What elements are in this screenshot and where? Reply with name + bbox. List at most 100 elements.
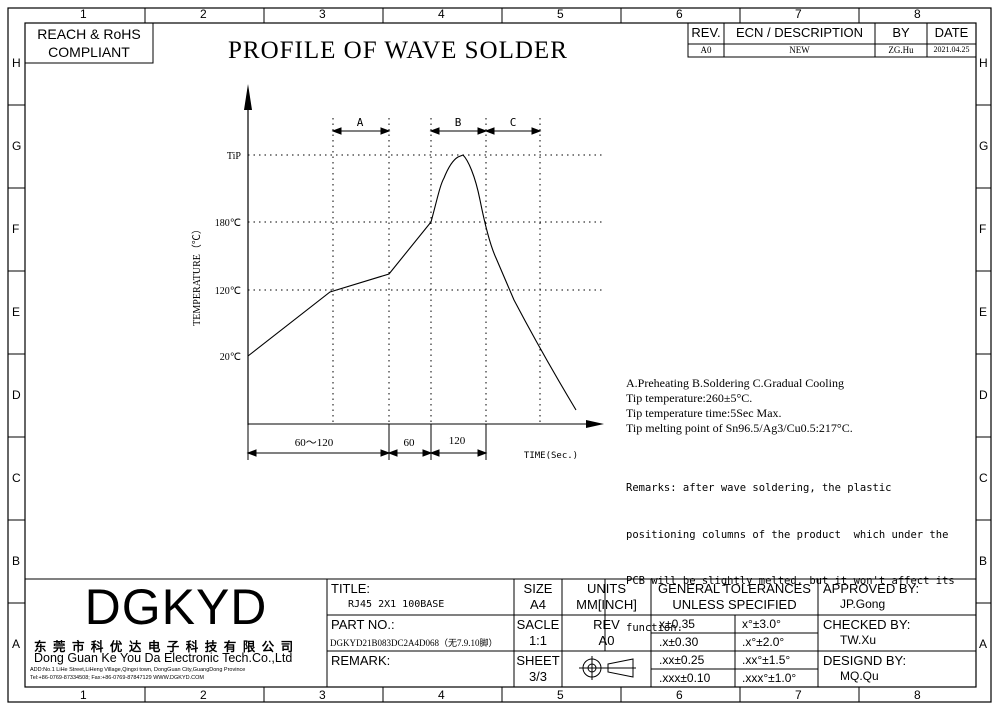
size-value: A4 [530, 597, 546, 612]
row-label-f-right: F [979, 222, 987, 236]
zone-label-c: C [510, 116, 517, 129]
compliance-box: REACH & RoHS COMPLIANT [25, 25, 153, 61]
y-tick-20: 20℃ [220, 352, 241, 363]
time-dimension-arrows [246, 424, 488, 460]
by-value: ZG.Hu [888, 45, 914, 55]
time-segment-2: 60 [404, 437, 416, 449]
time-segment-3: 120 [449, 435, 466, 447]
remark-label: REMARK: [331, 653, 391, 668]
row-label-f: F [12, 222, 20, 236]
tol-linear-1: .x±0.30 [659, 635, 699, 649]
ecn-header: ECN / DESCRIPTION [735, 25, 864, 40]
tol-linear-0: x±0.35 [659, 617, 695, 631]
row-label-e-right: E [979, 305, 988, 319]
date-header: DATE [934, 25, 969, 40]
tol-angular-1: .x°±2.0° [742, 635, 785, 649]
checked-by-value: TW.Xu [840, 633, 877, 647]
company-logo: DGKYD [84, 579, 268, 635]
part-no-label: PART NO.: [331, 617, 395, 632]
row-label-e: E [12, 305, 21, 319]
row-label-a: A [12, 637, 21, 651]
column-ticks [144, 8, 860, 702]
company-name-en: Dong Guan Ke You Da Electronic Tech.Co.,… [34, 651, 293, 665]
time-segment-1: 60～120 [295, 437, 334, 449]
col-label-5: 5 [557, 7, 564, 21]
col-label-6-bottom: 6 [676, 688, 683, 702]
note-line-4: Tip melting point of Sn96.5/Ag3/Cu0.5:21… [626, 421, 853, 435]
temperature-profile-chart: TiP 180℃ 120℃ 20℃ TEMPERATURE（℃） TIME(Se… [191, 84, 604, 461]
row-ticks [8, 104, 991, 604]
row-label-d: D [12, 388, 21, 402]
col-label-3-bottom: 3 [319, 688, 326, 702]
tolerance-header-2: UNLESS SPECIFIED [672, 597, 797, 612]
col-label-2: 2 [200, 7, 207, 21]
row-label-h: H [12, 56, 21, 70]
rev-label: REV [593, 617, 620, 632]
remark-line-1: Remarks: after wave soldering, the plast… [626, 482, 892, 494]
row-label-b-right: B [979, 554, 988, 568]
approved-by-value: JP.Gong [840, 597, 886, 611]
row-label-g-right: G [979, 139, 989, 153]
col-label-8-bottom: 8 [914, 688, 921, 702]
row-label-c-right: C [979, 471, 988, 485]
row-label-d-right: D [979, 388, 988, 402]
remark-line-4: function. [626, 621, 683, 634]
units-label: UNITS [587, 581, 626, 596]
sheet-label: SHEET [516, 653, 560, 668]
revision-table [687, 22, 977, 58]
note-line-3: Tip temperature time:5Sec Max. [626, 406, 782, 420]
tol-angular-0: x°±3.0° [742, 617, 781, 631]
tol-linear-2: .xx±0.25 [659, 653, 705, 667]
part-no-value: DGKYD21B083DC2A4D068（无7.9.10脚） [330, 638, 498, 648]
projection-symbol-icon [579, 656, 636, 680]
tol-angular-2: .xx°±1.5° [742, 653, 791, 667]
designed-by-label: DESIGND BY: [823, 653, 907, 668]
title-block-grid [25, 578, 976, 687]
temperature-gridlines [248, 154, 602, 291]
y-axis-label: TEMPERATURE（℃） [191, 224, 203, 326]
company-contact: Tel:+86-0769-87334508; Fax:+86-0769-8784… [30, 675, 204, 681]
compliance-line-2: COMPLIANT [48, 44, 130, 60]
col-label-1-bottom: 1 [80, 688, 87, 702]
size-label: SIZE [523, 581, 553, 596]
ecn-value: NEW [789, 45, 810, 55]
note-line-1: A.Preheating B.Soldering C.Gradual Cooli… [626, 376, 844, 390]
row-label-b: B [12, 554, 21, 568]
col-label-2-bottom: 2 [200, 688, 207, 702]
tol-linear-3: .xxx±0.10 [659, 671, 711, 685]
col-label-7-bottom: 7 [795, 688, 802, 702]
note-line-2: Tip temperature:260±5°C. [626, 391, 753, 405]
zone-label-a: A [357, 116, 364, 129]
scale-label: SACLE [516, 617, 560, 632]
col-label-6: 6 [676, 7, 683, 21]
rev-header: REV. [691, 25, 721, 40]
x-axis-label: TIME(Sec.) [524, 451, 578, 461]
y-tick-tip: TiP [227, 151, 242, 162]
date-value: 2021.04.25 [933, 45, 970, 54]
designed-by-value: MQ.Qu [840, 669, 879, 683]
sheet-value: 3/3 [528, 669, 548, 684]
y-tick-120: 120℃ [215, 286, 241, 297]
col-label-8: 8 [914, 7, 921, 21]
company-name-cn: 东 莞 市 科 优 达 电 子 科 技 有 限 公 司 [34, 640, 295, 654]
company-address: ADD:No.1 LiHe Street,LiHeng Village,Qing… [30, 667, 246, 673]
zone-dimension-arrows [331, 127, 542, 135]
row-label-a-right: A [979, 637, 988, 651]
checked-by-label: CHECKED BY: [823, 617, 911, 632]
y-tick-180: 180℃ [215, 218, 241, 229]
units-value: MM[INCH] [576, 597, 637, 612]
row-label-c: C [12, 471, 21, 485]
rev-value: A0 [700, 45, 712, 55]
col-label-5-bottom: 5 [557, 688, 564, 702]
tolerance-header-1: GENERAL TOLERANCES [658, 581, 811, 596]
approved-by-label: APPROVED BY: [823, 581, 920, 596]
col-label-4: 4 [438, 7, 445, 21]
title-value: RJ45 2X1 100BASE [348, 599, 445, 610]
zone-label-b: B [455, 116, 462, 129]
zone-gridlines [332, 118, 541, 424]
remark-line-3: PCB will be slightly melted, but it won'… [626, 575, 955, 587]
remark-line-2: positioning columns of the product which… [626, 528, 949, 541]
rev-block-value: A0 [598, 633, 615, 648]
by-header: BY [892, 25, 910, 40]
page-title: PROFILE OF WAVE SOLDER [228, 37, 568, 64]
